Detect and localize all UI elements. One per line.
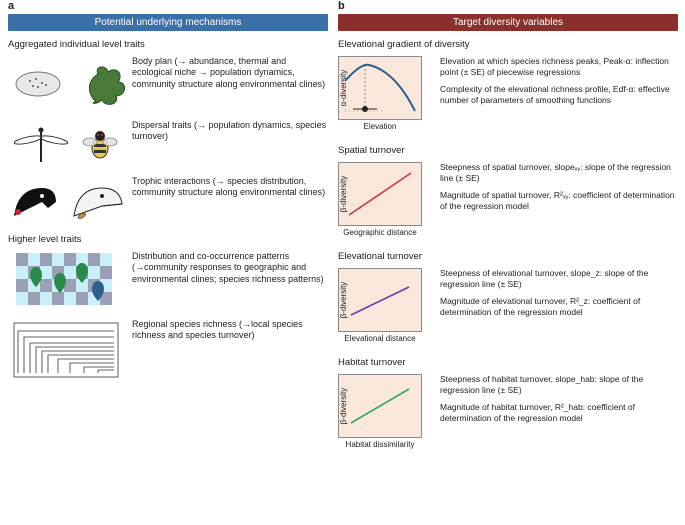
panel-b: b Target diversity variables Elevational… [338, 0, 678, 459]
section2-title: Higher level traits [8, 234, 328, 245]
dispersal-icon [8, 120, 128, 166]
chart-xlabel: Geographic distance [338, 228, 422, 237]
trait-text: Trophic interactions (→ species distribu… [128, 176, 328, 199]
body-plan-icon [8, 56, 128, 110]
chart-title: Elevational gradient of diversity [338, 39, 678, 50]
elevational-chart: β-diversity Elevational distance [338, 268, 436, 343]
chart-description: Steepness of elevational turnover, slope… [436, 268, 678, 324]
phylogeny-icon [8, 319, 128, 381]
panel-a: a Potential underlying mechanisms Aggreg… [8, 0, 328, 391]
trait-row: Distribution and co-occurrence patterns … [8, 251, 328, 309]
trait-text: Regional species richness (→local specie… [128, 319, 328, 342]
trait-text: Dispersal traits (→ population dynamics,… [128, 120, 328, 143]
trait-text: Body plan (→ abundance, thermal and ecol… [128, 56, 328, 90]
trait-text: Distribution and co-occurrence patterns … [128, 251, 328, 285]
panel-a-label: a [8, 0, 14, 12]
trait-row: Dispersal traits (→ population dynamics,… [8, 120, 328, 166]
chart-section: Habitat turnover β-diversity Habitat dis… [338, 357, 678, 449]
trophic-icon [8, 176, 128, 224]
panel-a-header: Potential underlying mechanisms [8, 14, 328, 31]
chart-description: Steepness of spatial turnover, slopeₓᵧ: … [436, 162, 678, 218]
chart-title: Habitat turnover [338, 357, 678, 368]
chart-section: Elevational turnover β-diversity Elevati… [338, 251, 678, 343]
chart-title: Spatial turnover [338, 145, 678, 156]
chart-title: Elevational turnover [338, 251, 678, 262]
chart-xlabel: Elevational distance [338, 334, 422, 343]
section1-title: Aggregated individual level traits [8, 39, 328, 50]
habitat-chart: β-diversity Habitat dissimilarity [338, 374, 436, 449]
panel-b-header: Target diversity variables [338, 14, 678, 31]
chart-section: Elevational gradient of diversity α-dive… [338, 39, 678, 131]
spatial-chart: β-diversity Geographic distance [338, 162, 436, 237]
alpha-chart: α-diversity Elevation [338, 56, 436, 131]
trait-row: Trophic interactions (→ species distribu… [8, 176, 328, 224]
panel-b-label: b [338, 0, 345, 12]
trait-row: Body plan (→ abundance, thermal and ecol… [8, 56, 328, 110]
chart-description: Steepness of habitat turnover, slope_hab… [436, 374, 678, 430]
chart-xlabel: Elevation [338, 122, 422, 131]
chart-section: Spatial turnover β-diversity Geographic … [338, 145, 678, 237]
chart-description: Elevation at which species richness peak… [436, 56, 678, 112]
distribution-icon [8, 251, 128, 309]
chart-xlabel: Habitat dissimilarity [338, 440, 422, 449]
trait-row: Regional species richness (→local specie… [8, 319, 328, 381]
